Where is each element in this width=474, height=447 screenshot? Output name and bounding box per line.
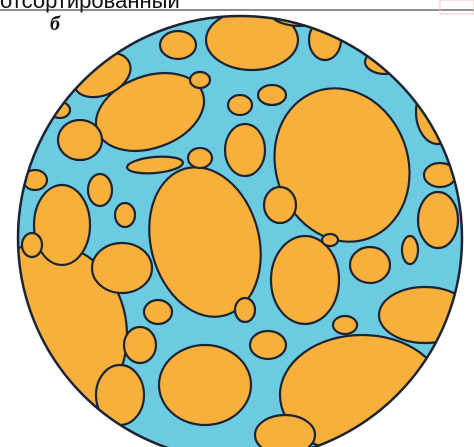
figure: отсортированный б <box>0 0 474 447</box>
grain <box>255 415 315 447</box>
grain <box>96 365 144 425</box>
grain <box>379 287 471 343</box>
grain <box>92 243 152 293</box>
grain <box>124 327 156 363</box>
grain <box>188 148 212 168</box>
header-title: отсортированный <box>0 0 180 13</box>
grain <box>160 31 196 59</box>
grain <box>271 236 339 324</box>
grain <box>264 187 296 223</box>
grain <box>350 247 390 283</box>
page: {"header": {"title": "отсортированный"},… <box>0 0 474 447</box>
grain <box>34 185 90 265</box>
grain <box>418 192 458 248</box>
grain <box>190 72 210 88</box>
grain <box>250 331 286 359</box>
grain <box>225 124 265 176</box>
figure-label: б <box>50 13 61 35</box>
grain <box>22 233 42 257</box>
grain <box>402 236 418 264</box>
grain <box>115 203 135 227</box>
grain <box>206 10 298 70</box>
stamp <box>440 0 474 14</box>
grain <box>333 316 357 334</box>
grain <box>228 95 252 115</box>
grain <box>159 345 251 425</box>
grain <box>322 234 338 246</box>
grain <box>258 85 286 105</box>
grain <box>144 300 172 324</box>
grain <box>270 0 330 26</box>
grain <box>235 298 255 322</box>
grain <box>58 120 102 160</box>
grain <box>88 174 112 206</box>
grain <box>309 20 341 60</box>
